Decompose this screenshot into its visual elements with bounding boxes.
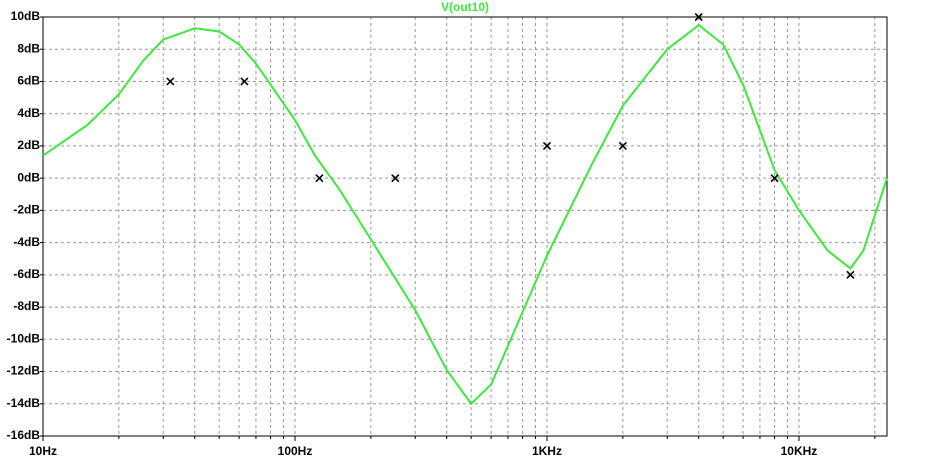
y-tick-label: -4dB <box>13 235 40 249</box>
marker <box>315 174 324 183</box>
y-tick-label: -8dB <box>13 299 40 313</box>
x-tick-label: 10Hz <box>29 444 57 458</box>
marker <box>770 174 779 183</box>
y-tick-label: 2dB <box>17 138 40 152</box>
y-tick-label: 6dB <box>17 74 40 88</box>
y-tick-label: 10dB <box>11 9 41 23</box>
x-tick-label: 1KHz <box>532 444 562 458</box>
y-tick-label: 8dB <box>17 41 40 55</box>
marker <box>618 141 627 150</box>
y-tick-label: -6dB <box>13 267 40 281</box>
y-tick-label: -16dB <box>7 428 41 442</box>
y-tick-label: -12dB <box>7 364 41 378</box>
curve <box>42 23 888 406</box>
marker <box>694 12 703 22</box>
x-tick-label: 100Hz <box>278 444 313 458</box>
y-tick-label: -10dB <box>7 331 41 345</box>
y-tick-label: -14dB <box>7 396 41 410</box>
x-tick-label: 10KHz <box>781 444 818 458</box>
marker <box>846 270 855 279</box>
y-tick-label: 4dB <box>17 106 40 120</box>
marker <box>240 77 249 86</box>
y-tick-label: -2dB <box>13 203 40 217</box>
chart-title: V(out10) <box>441 0 489 14</box>
marker <box>542 141 552 150</box>
marker <box>166 77 175 86</box>
y-tick-label: 0dB <box>17 170 40 184</box>
marker <box>391 174 400 183</box>
plot-frame <box>42 16 888 437</box>
